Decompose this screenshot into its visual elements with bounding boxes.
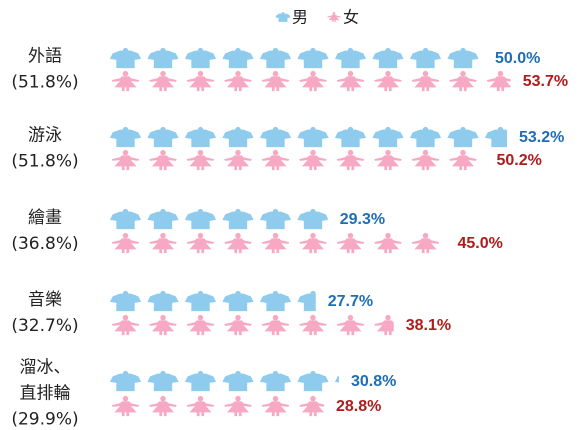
icon-bar [108, 370, 339, 392]
bar-group [108, 395, 324, 417]
value-label: 29.3% [340, 211, 385, 228]
value-label: 50.0% [495, 50, 540, 67]
legend-icon [275, 12, 291, 22]
value-label: 53.7% [523, 73, 568, 90]
value-label: 28.8% [336, 398, 381, 415]
category-label: (32.7%) [11, 316, 78, 336]
legend-icon [327, 12, 341, 22]
bar-group [108, 126, 507, 148]
icon-bar [108, 314, 394, 336]
value-label: 53.2% [519, 129, 564, 146]
bar-group [108, 47, 483, 69]
icon-bar [108, 395, 324, 417]
bar-group [108, 149, 485, 171]
category-label: 游泳 [28, 126, 62, 146]
icon-bar [108, 70, 511, 92]
bar-group [108, 290, 316, 312]
category-label: (29.9%) [11, 410, 78, 430]
category-label: 溜冰、 [20, 358, 71, 378]
bar-group [108, 314, 394, 336]
value-label: 30.8% [351, 373, 396, 390]
bar-group [108, 208, 328, 230]
category-label: 外語 [28, 47, 62, 67]
legend-label: 男 [292, 8, 308, 27]
icon-bar [108, 126, 507, 148]
value-label: 50.2% [497, 152, 542, 169]
icon-bar [108, 149, 485, 171]
category-label: (51.8%) [11, 73, 78, 93]
legend: 男女 [275, 8, 359, 27]
category-label: (36.8%) [11, 234, 78, 254]
icon-bar [108, 47, 483, 69]
category-label: 直排輪 [20, 384, 71, 404]
category-label: 繪畫 [28, 208, 62, 228]
value-label: 27.7% [328, 293, 373, 310]
bar-group [108, 70, 511, 92]
category-label: (51.8%) [11, 152, 78, 172]
bar-group [108, 370, 339, 392]
icon-bar [108, 232, 446, 254]
value-label: 38.1% [406, 317, 451, 334]
value-label: 45.0% [458, 235, 503, 252]
category-label: 音樂 [28, 290, 62, 310]
bar-group [108, 232, 446, 254]
legend-label: 女 [343, 8, 359, 27]
icon-bar [108, 290, 316, 312]
icon-bar [108, 208, 328, 230]
